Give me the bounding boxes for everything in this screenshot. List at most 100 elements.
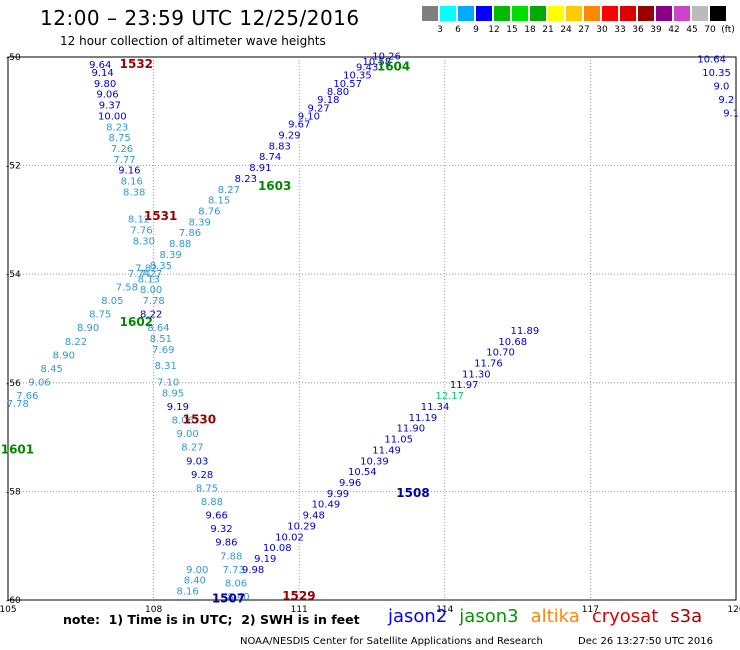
wave-height-label: 8.27: [181, 443, 203, 454]
color-swatch: [548, 6, 564, 21]
wave-height-label: 9.67: [288, 120, 310, 131]
color-scale-label: 30: [596, 25, 608, 35]
wave-height-label: 10.70: [486, 348, 515, 359]
color-scale-label: 24: [560, 25, 572, 35]
wave-height-label: 9.19: [167, 402, 189, 413]
color-swatch: [638, 6, 654, 21]
wave-height-label: 9.16: [118, 166, 140, 177]
color-scale-label: 15: [506, 25, 518, 35]
wave-height-label: 9.10: [298, 111, 320, 122]
wave-height-label: 9.29: [278, 130, 300, 141]
color-scale-label: 27: [578, 25, 590, 35]
wave-height-label: 8.88: [169, 239, 191, 250]
units-note: note: 1) Time is in UTC; 2) SWH is in fe…: [63, 612, 360, 627]
wave-height-label: 8.91: [249, 163, 271, 174]
wave-height-label: 9.18: [317, 95, 339, 106]
wave-height-label: 10.49: [312, 500, 341, 511]
wave-height-label: 9.1: [723, 109, 739, 120]
wave-height-label: 7.82: [135, 263, 157, 274]
wave-height-label: 8.38: [123, 187, 145, 198]
wave-height-label: 10.29: [287, 521, 316, 532]
wave-height-label: 9.00: [176, 429, 198, 440]
wave-height-label: 7.78: [142, 296, 164, 307]
wave-height-label: 10.26: [372, 52, 401, 63]
wave-height-label: 7.27: [140, 269, 162, 280]
lon-tick-label: 111: [291, 605, 308, 615]
wave-height-label: 10.58: [363, 57, 392, 68]
wave-height-label: 8.23: [106, 122, 128, 133]
wave-height-label: 9.98: [242, 565, 264, 576]
wave-height-label: 10.57: [333, 79, 362, 90]
wave-height-label: 9.48: [303, 511, 325, 522]
color-swatch: [440, 6, 456, 21]
color-swatch: [602, 6, 618, 21]
pass-number-label: 1601: [1, 442, 34, 456]
color-scale-label: 18: [524, 25, 536, 35]
pass-number-label: 1531: [144, 209, 177, 223]
wave-height-label: 9.64: [89, 60, 111, 71]
wave-height-label: 8.88: [201, 497, 223, 508]
page-subtitle: 12 hour collection of altimeter wave hei…: [60, 34, 326, 48]
wave-height-label: 8.75: [108, 133, 130, 144]
satellite-altika: altika: [530, 606, 580, 627]
wave-height-label: 10.00: [98, 111, 127, 122]
pass-number-label: 1604: [377, 60, 410, 74]
wave-height-label: 9.86: [215, 538, 237, 549]
lon-tick-label: 105: [0, 605, 17, 615]
wave-height-label: 9.43: [356, 63, 378, 74]
color-swatch: [530, 6, 546, 21]
color-scale-label: (ft): [721, 25, 735, 35]
lat-tick-label: -52: [6, 162, 21, 172]
wave-height-label: 7.88: [220, 551, 242, 562]
wave-height-label: 8.13: [138, 274, 160, 285]
color-scale-label: 9: [473, 25, 479, 35]
color-swatch: [476, 6, 492, 21]
color-swatch: [656, 6, 672, 21]
wave-height-label: 8.80: [327, 87, 349, 98]
wave-height-label: 7.26: [111, 144, 133, 155]
wave-height-label: 10.54: [348, 467, 377, 478]
wave-height-label: 8.16: [121, 177, 143, 188]
wave-height-label: 9.80: [94, 79, 116, 90]
wave-height-label: 9.28: [191, 470, 213, 481]
lat-tick-label: -50: [6, 53, 21, 63]
wave-height-label: 9.96: [339, 478, 361, 489]
wave-height-label: 8.39: [189, 217, 211, 228]
color-scale-label: 36: [632, 25, 644, 35]
color-scale-label: 70: [704, 25, 716, 35]
wave-height-label: 10.08: [263, 543, 292, 554]
satellite-cryosat: cryosat: [591, 606, 659, 627]
satellite-jason3: jason3: [459, 606, 519, 627]
wave-height-label: 8.40: [184, 576, 206, 587]
wave-height-label: 10.39: [360, 456, 389, 467]
wave-height-label: 7.86: [179, 228, 201, 239]
satellite-jason2: jason2: [388, 606, 448, 627]
color-swatch: [584, 6, 600, 21]
color-scale-label: 21: [542, 25, 554, 35]
lat-tick-label: -60: [6, 596, 21, 606]
pass-number-label: 1603: [258, 179, 291, 193]
color-scale-label: 45: [686, 25, 698, 35]
lat-tick-label: -54: [6, 270, 21, 280]
wave-height-label: 9.27: [307, 103, 329, 114]
wave-height-label: 8.64: [147, 323, 169, 334]
color-swatch: [458, 6, 474, 21]
wave-height-label: 8.40: [227, 592, 249, 603]
wave-height-label: 11.76: [474, 359, 503, 370]
pass-number-label: 1602: [120, 315, 153, 329]
wave-height-label: 7.66: [16, 391, 38, 402]
wave-height-label: 8.90: [77, 323, 99, 334]
pass-number-label: 1508: [396, 486, 429, 500]
wave-height-label: 12.17: [435, 391, 464, 402]
wave-height-label: 10.68: [498, 337, 527, 348]
color-swatch: [620, 6, 636, 21]
wave-height-label: 8.30: [133, 236, 155, 247]
wave-height-label: 10.35: [343, 71, 372, 82]
color-swatch: [566, 6, 582, 21]
wave-height-label: 8.06: [225, 578, 247, 589]
wave-height-label: 8.31: [155, 361, 177, 372]
wave-height-label: 7.74: [128, 269, 150, 280]
wave-height-label: 7.58: [116, 282, 138, 293]
wave-height-label: 8.45: [41, 364, 63, 375]
